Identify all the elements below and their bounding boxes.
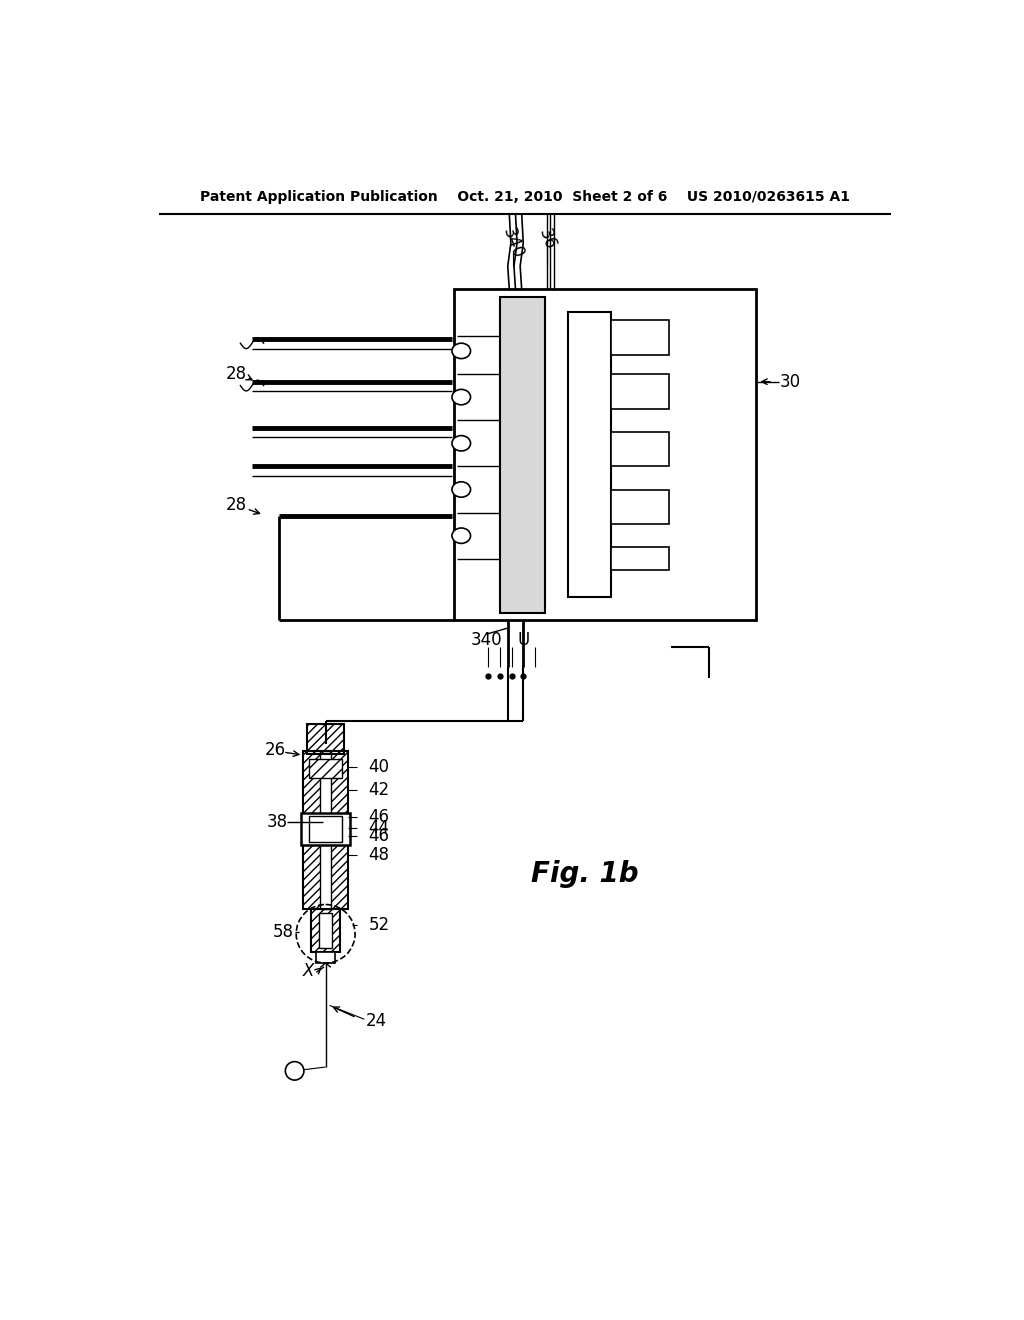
Text: 46: 46 [369, 808, 389, 826]
Bar [311, 909, 340, 952]
Text: 340: 340 [500, 226, 527, 261]
Bar [309, 816, 342, 842]
Text: 28: 28 [226, 496, 247, 513]
Bar [454, 289, 756, 620]
Text: 42: 42 [369, 781, 389, 799]
Text: 58: 58 [272, 923, 294, 941]
Ellipse shape [452, 436, 471, 451]
Text: 38: 38 [267, 813, 288, 832]
Bar [568, 313, 611, 597]
Bar [307, 725, 344, 754]
Text: U: U [517, 631, 529, 648]
Ellipse shape [452, 528, 471, 544]
Bar [611, 321, 669, 355]
Bar [303, 751, 348, 909]
Text: 52: 52 [369, 916, 389, 933]
Ellipse shape [452, 482, 471, 498]
Bar [500, 297, 545, 612]
Text: 30: 30 [780, 372, 801, 391]
Bar [611, 490, 669, 524]
Text: Patent Application Publication    Oct. 21, 2010  Sheet 2 of 6    US 2010/0263615: Patent Application Publication Oct. 21, … [200, 190, 850, 203]
Text: 26: 26 [264, 741, 286, 759]
Bar [319, 913, 332, 948]
Text: Fig. 1b: Fig. 1b [531, 861, 639, 888]
Ellipse shape [452, 343, 471, 359]
Text: 46: 46 [369, 828, 389, 845]
Bar [321, 751, 331, 909]
Bar [611, 374, 669, 409]
Text: X: X [303, 962, 314, 979]
Ellipse shape [452, 389, 471, 405]
Bar [611, 548, 669, 570]
Circle shape [286, 1061, 304, 1080]
Text: 36: 36 [535, 226, 558, 252]
Text: ZP: ZP [287, 1065, 303, 1076]
Bar [309, 759, 342, 779]
Text: 48: 48 [369, 846, 389, 865]
Bar [301, 813, 350, 845]
Text: 340: 340 [470, 631, 502, 648]
Text: 40: 40 [369, 758, 389, 776]
Text: 28: 28 [226, 366, 247, 383]
Text: 44: 44 [369, 820, 389, 837]
Bar [316, 952, 335, 964]
Text: 24: 24 [366, 1012, 387, 1030]
Bar [611, 432, 669, 466]
